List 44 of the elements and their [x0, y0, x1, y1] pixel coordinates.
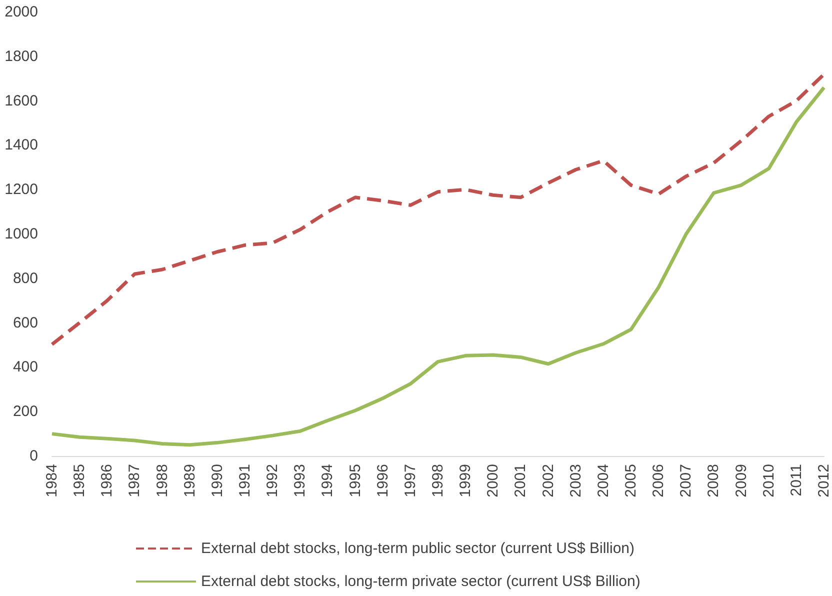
y-tick-label: 2000	[4, 4, 38, 20]
y-tick-label: 1600	[4, 92, 38, 110]
y-tick-label: 400	[12, 358, 38, 376]
x-tick-label: 1994	[319, 464, 336, 498]
x-tick-label: 2006	[650, 464, 668, 498]
x-tick-label: 1984	[44, 464, 60, 498]
x-tick-label: 1988	[154, 464, 171, 498]
x-tick-label: 2012	[816, 464, 832, 498]
y-tick-label: 1400	[4, 136, 38, 154]
y-tick-label: 200	[12, 403, 38, 420]
line-series	[50, 86, 826, 447]
x-tick-label: 1997	[402, 464, 419, 498]
x-tick-label: 2001	[512, 464, 530, 498]
x-tick-label: 1998	[430, 464, 446, 498]
x-tick-label: 2009	[732, 464, 750, 498]
x-tick-label: 1993	[292, 464, 309, 498]
x-tick-label: 1999	[457, 464, 474, 498]
x-tick-label: 2000	[484, 464, 502, 498]
x-tick-label: 2005	[622, 464, 640, 498]
y-tick-label: 1800	[4, 48, 38, 65]
x-tick-label: 1989	[181, 464, 198, 498]
x-tick-label: 1986	[98, 464, 116, 498]
x-tick-label: 2007	[678, 464, 695, 498]
line-series	[50, 72, 826, 346]
y-tick-label: 800	[12, 270, 38, 287]
x-tick-label: 2008	[705, 464, 722, 498]
legend-label: External debt stocks, long-term public sector (current US$ Billion)	[201, 540, 635, 557]
y-tick-label: 600	[12, 314, 38, 332]
y-tick-label: 0	[30, 448, 38, 464]
legend-label: External debt stocks, long-term private sector (current US$ Billion)	[201, 573, 640, 590]
x-tick-label: 2003	[567, 464, 584, 498]
x-tick-label: 1991	[236, 464, 254, 498]
x-tick-label: 2002	[540, 464, 557, 498]
x-tick-label: 1996	[374, 464, 392, 498]
x-tick-label: 2004	[594, 464, 612, 498]
x-tick-label: 1995	[346, 464, 364, 498]
x-tick-label: 2011	[788, 464, 805, 496]
y-tick-label: 1200	[4, 181, 38, 198]
x-tick-label: 1985	[71, 464, 88, 498]
x-tick-label: 1990	[208, 464, 226, 498]
y-tick-label: 1000	[4, 226, 38, 242]
x-tick-label: 1987	[126, 464, 144, 498]
x-tick-label: 1992	[264, 464, 282, 498]
x-tick-label: 2010	[760, 464, 778, 498]
